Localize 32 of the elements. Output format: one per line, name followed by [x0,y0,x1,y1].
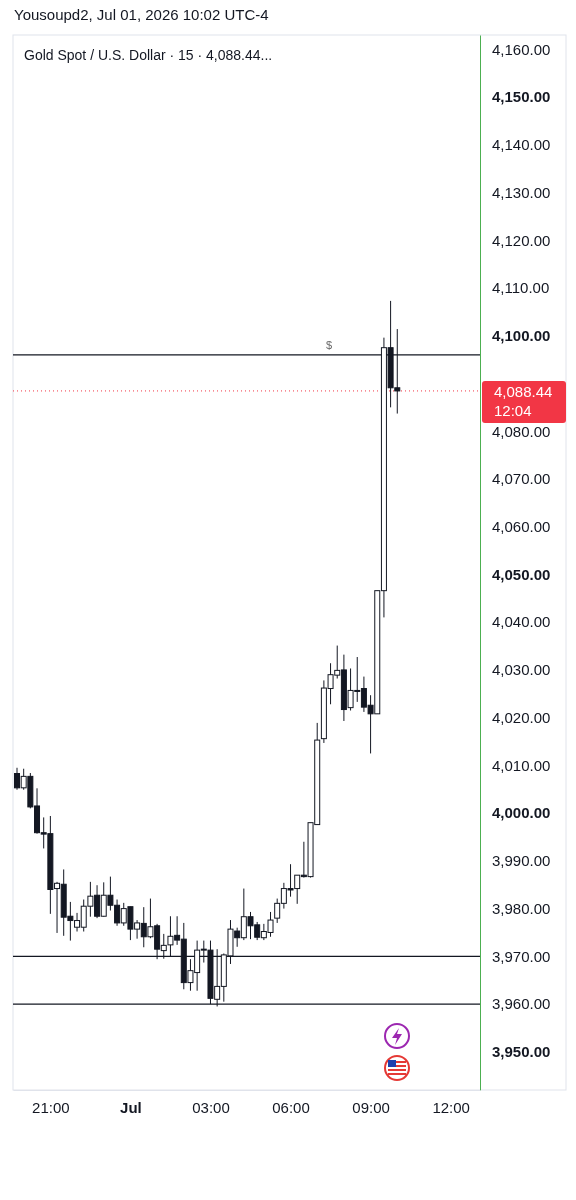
y-tick-label: 4,060.00 [492,518,551,535]
y-tick-label: 4,160.00 [492,40,551,58]
y-tick-label: 4,150.00 [492,88,551,106]
y-tick-label: 3,980.00 [492,899,551,917]
y-tick-label: 4,040.00 [492,613,551,631]
x-tick-label: 03:00 [192,1098,230,1116]
y-tick-label: 3,970.00 [492,947,551,965]
y-tick-label: 4,030.00 [492,661,551,679]
y-tick-label: 4,120.00 [492,231,551,249]
y-tick-label: 4,000.00 [492,804,551,822]
text: 12:04 [494,401,532,419]
x-tick-label: 21:00 [32,1098,70,1116]
y-tick-label: 4,140.00 [492,136,551,154]
ref-line-label: $ [326,338,333,351]
y-tick-label: 4,070.00 [492,470,551,488]
text: Yousoupd2, Jul 01, 2026 10:02 UTC-4 [14,6,269,23]
y-tick-label: 4,010.00 [492,756,551,774]
y-tick-label: 3,960.00 [492,995,551,1013]
y-tick-label: 4,110.00 [492,279,550,297]
y-tick-label: 4,080.00 [492,422,551,440]
y-tick-label: 4,100.00 [492,327,551,345]
y-tick-label: 4,050.00 [492,565,551,583]
ref-line-label: 4,088.44 [494,382,553,400]
y-tick-label: 4,130.00 [492,183,551,201]
y-tick-label: 3,990.00 [492,852,551,870]
x-tick-label: 12:00 [432,1098,470,1116]
text: Gold Spot / U.S. Dollar · 15 · 4,088.44... [24,47,273,63]
y-tick-label: 4,020.00 [492,708,551,726]
y-tick-label: 3,950.00 [492,1043,551,1061]
x-tick-label: Jul [120,1098,142,1116]
x-tick-label: 06:00 [272,1098,310,1116]
x-tick-label: 09:00 [352,1098,390,1116]
